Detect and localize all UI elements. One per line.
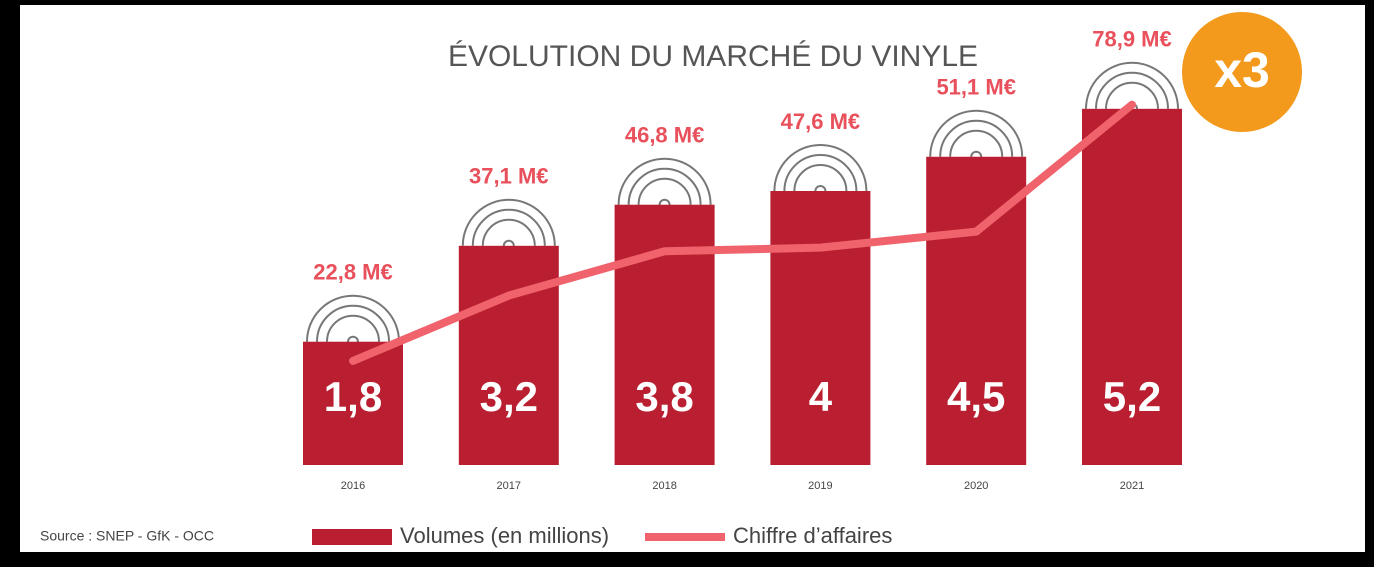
x-tick-label: 2020 [964,480,988,492]
bar-value-label: 3,8 [635,373,693,420]
bar-value-label: 3,2 [480,373,538,420]
revenue-label: 22,8 M€ [313,260,393,285]
x-tick-label: 2017 [497,480,521,492]
bar [770,191,870,465]
revenue-label: 78,9 M€ [1092,27,1172,52]
legend-label: Chiffre d’affaires [733,523,892,548]
bar-value-label: 5,2 [1103,373,1161,420]
revenue-label: 47,6 M€ [781,109,861,134]
bar [459,246,559,465]
x-tick-label: 2016 [341,480,365,492]
legend-swatch [312,529,392,545]
x-tick-label: 2018 [652,480,676,492]
chart: ÉVOLUTION DU MARCHÉ DU VINYLE x3 Source … [0,0,1374,562]
bar-value-label: 1,8 [324,373,382,420]
bar-value-label: 4,5 [947,373,1005,420]
legend-label: Volumes (en millions) [400,523,609,548]
bar-value-label: 4 [809,373,833,420]
chart-title: ÉVOLUTION DU MARCHÉ DU VINYLE [448,40,978,73]
source-note: Source : SNEP - GfK - OCC [40,528,214,544]
revenue-label: 46,8 M€ [625,123,705,148]
bar [615,205,715,465]
revenue-label: 51,1 M€ [936,75,1016,100]
x-tick-label: 2021 [1120,480,1144,492]
revenue-label: 37,1 M€ [469,164,549,189]
badge-label: x3 [1214,42,1270,98]
x-tick-label: 2019 [808,480,832,492]
page: ÉVOLUTION DU MARCHÉ DU VINYLE x3 Source … [0,0,1374,562]
